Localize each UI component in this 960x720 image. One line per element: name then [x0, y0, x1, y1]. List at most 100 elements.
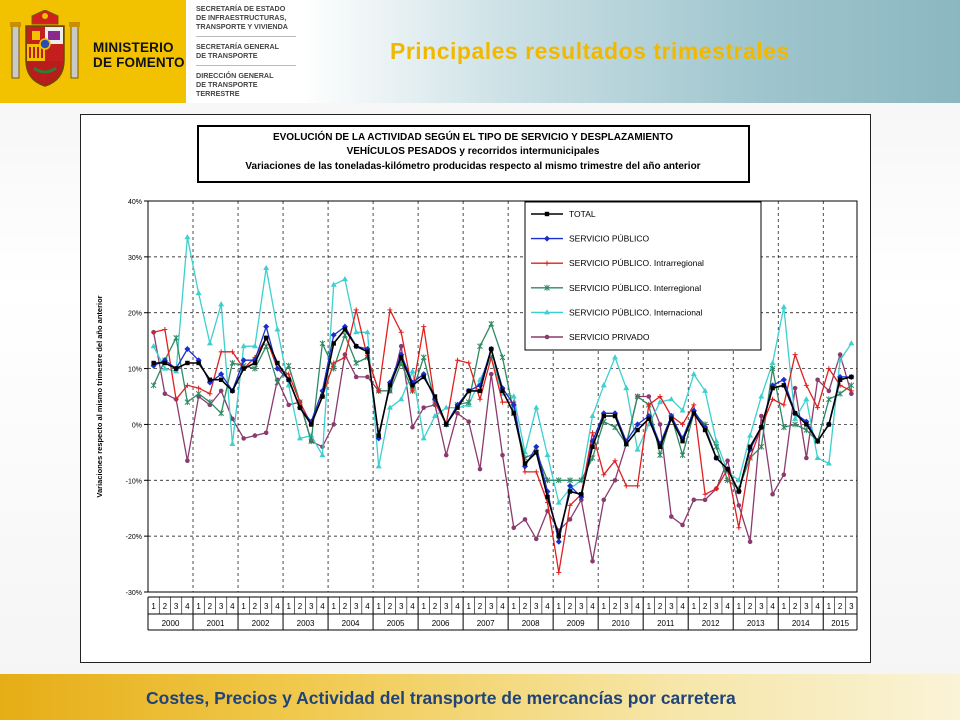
- data-point: [342, 327, 348, 332]
- data-point: [556, 569, 562, 575]
- data-point: [443, 452, 449, 458]
- data-point: [758, 393, 765, 399]
- data-point: [409, 368, 416, 374]
- quarter-label: 2: [298, 602, 303, 611]
- data-point: [691, 402, 697, 408]
- data-point: [185, 458, 190, 464]
- data-point: [780, 424, 787, 431]
- data-point: [769, 359, 776, 365]
- data-point: [241, 366, 246, 371]
- year-label: 2013: [747, 619, 765, 628]
- quarter-label: 1: [286, 602, 291, 611]
- data-point: [657, 394, 663, 399]
- data-point: [161, 365, 168, 371]
- legend-label: SERVICIO PÚBLICO. Intrarregional: [569, 258, 704, 268]
- data-point: [196, 385, 202, 391]
- chart-title-line: EVOLUCIÓN DE LA ACTIVIDAD SEGÚN EL TIPO …: [273, 130, 673, 143]
- data-point: [454, 357, 460, 363]
- data-point: [555, 538, 562, 545]
- quarter-label: 4: [815, 602, 820, 611]
- data-point: [511, 525, 517, 531]
- quarter-label: 1: [647, 602, 652, 611]
- data-point: [590, 558, 595, 564]
- quarter-label: 1: [827, 602, 832, 611]
- year-label: 2001: [207, 619, 225, 628]
- quarter-label: 3: [444, 602, 449, 611]
- data-point: [533, 536, 539, 542]
- year-label: 2005: [387, 619, 405, 628]
- data-point: [477, 388, 483, 394]
- data-point: [263, 323, 270, 330]
- data-point: [409, 388, 415, 394]
- data-point: [781, 472, 787, 478]
- data-point: [341, 323, 348, 330]
- data-point: [251, 343, 258, 349]
- data-point: [398, 329, 404, 335]
- data-point: [736, 503, 742, 508]
- data-point: [725, 458, 730, 464]
- legend-label: SERVICIO PÚBLICO. Internacional: [569, 307, 703, 317]
- data-point: [341, 276, 348, 282]
- data-point: [184, 382, 190, 388]
- data-point: [286, 402, 291, 408]
- data-point: [511, 411, 516, 416]
- data-point: [218, 410, 225, 417]
- data-point: [623, 384, 630, 391]
- data-point: [410, 383, 415, 388]
- quarter-label: 3: [579, 602, 584, 611]
- data-point: [386, 404, 393, 410]
- quarter-label: 2: [163, 602, 168, 611]
- data-point: [600, 382, 607, 388]
- year-label: 2009: [567, 619, 585, 628]
- data-point: [331, 360, 337, 366]
- legend: TOTAL SERVICIO PÚBLICO SERVICIO PÚBLICO. I…: [524, 201, 762, 351]
- quarter-label: 4: [680, 602, 685, 611]
- data-point: [421, 374, 426, 380]
- department-list: SECRETARÍA DE ESTADO DE INFRAESTRUCTURAS…: [190, 0, 302, 103]
- data-point: [230, 388, 235, 394]
- data-point: [759, 413, 764, 419]
- data-point: [646, 402, 652, 408]
- data-point: [780, 376, 787, 383]
- quarter-label: 1: [376, 602, 381, 611]
- quarter-label: 3: [489, 602, 494, 611]
- data-point: [690, 370, 697, 377]
- data-point: [477, 396, 483, 402]
- data-point: [218, 349, 224, 355]
- data-point: [365, 349, 370, 355]
- data-point: [815, 438, 820, 444]
- data-point: [758, 443, 765, 450]
- data-point: [669, 416, 674, 422]
- data-point: [443, 404, 450, 410]
- y-tick-label: -20%: [126, 534, 142, 541]
- y-axis-label: Variaciones respecto al mismo trimestre …: [95, 295, 104, 497]
- dept-secretaria-general: SECRETARÍA GENERAL DE TRANSPORTE: [196, 42, 280, 60]
- data-point: [185, 360, 190, 366]
- dept-direccion-general: DIRECCIÓN GENERAL DE TRANSPORTE TERRESTR…: [196, 71, 274, 98]
- data-point: [612, 458, 618, 464]
- data-point: [533, 443, 540, 450]
- data-point: [286, 377, 291, 382]
- data-point: [691, 497, 697, 503]
- chart-title-frame: [197, 125, 750, 183]
- dept-divider: [196, 36, 296, 37]
- data-point: [657, 422, 663, 427]
- quarter-label: 2: [658, 602, 663, 611]
- data-point: [207, 377, 213, 382]
- y-tick-label: 40%: [128, 199, 142, 206]
- data-point: [150, 382, 157, 389]
- data-point: [184, 234, 191, 240]
- quarter-label: 1: [737, 602, 742, 611]
- data-point: [624, 441, 629, 447]
- data-point: [702, 497, 708, 503]
- data-point: [792, 385, 798, 391]
- data-point: [589, 412, 596, 419]
- data-point: [770, 396, 776, 402]
- data-point: [308, 422, 314, 427]
- data-point: [466, 360, 472, 366]
- dept-divider: [196, 65, 296, 66]
- chart-panel: -30% -20% -10% 0% 10% 20% 30% 40% Variaciones re…: [80, 114, 871, 663]
- data-point: [195, 289, 202, 296]
- data-point: [826, 396, 832, 403]
- quarter-label: 3: [354, 602, 359, 611]
